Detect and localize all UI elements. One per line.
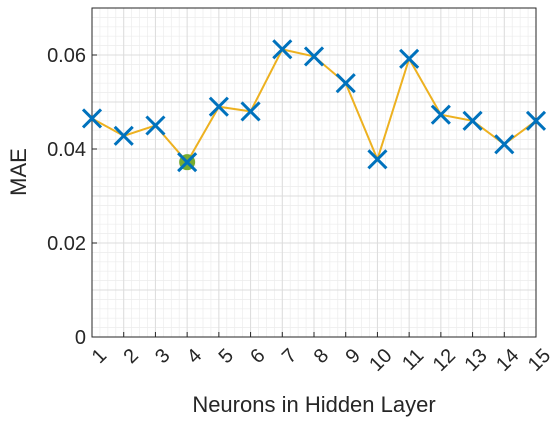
x-tick-label: 5 <box>215 345 238 368</box>
point-marker-stroke <box>208 96 229 117</box>
x-tick-label: 2 <box>119 345 142 368</box>
point-marker-stroke <box>462 110 483 131</box>
y-tick-labels: 0 0.02 0.04 0.06 <box>47 45 97 349</box>
x-tick-label: 8 <box>310 345 333 368</box>
point-marker-stroke <box>145 115 166 136</box>
x-axis-title: Neurons in Hidden Layer <box>192 392 435 417</box>
point-marker-stroke <box>399 48 420 69</box>
series-layer <box>81 39 547 173</box>
data-point <box>303 46 325 67</box>
data-point <box>367 149 388 170</box>
data-point <box>399 48 420 69</box>
data-point <box>335 73 356 94</box>
point-marker-stroke <box>494 134 515 155</box>
point-marker-stroke <box>525 110 547 131</box>
point-marker-stroke <box>367 149 388 170</box>
x-tick-label: 6 <box>246 345 269 368</box>
point-marker-stroke <box>177 152 198 173</box>
x-tick-label: 13 <box>460 345 491 376</box>
data-point <box>462 110 483 131</box>
data-point <box>525 110 547 131</box>
x-tick-label: 11 <box>398 345 428 375</box>
data-point <box>494 134 515 155</box>
point-marker-stroke <box>81 108 103 129</box>
data-point <box>145 115 166 136</box>
data-point <box>177 152 198 173</box>
y-tick-label: 0.04 <box>47 139 86 161</box>
point-marker-stroke <box>303 46 325 67</box>
data-point <box>240 101 261 122</box>
data-point <box>272 39 293 60</box>
point-marker-stroke <box>240 101 261 122</box>
x-tick-label: 15 <box>524 345 550 376</box>
x-tick-label: 1 <box>88 345 111 368</box>
x-tick-label: 3 <box>151 345 174 368</box>
data-point <box>430 104 451 125</box>
x-tick-labels: 1 2 3 4 5 6 7 8 9 10 11 12 13 14 15 <box>88 332 550 376</box>
data-point <box>81 108 103 129</box>
x-tick-label: 9 <box>341 345 364 368</box>
point-marker-stroke <box>113 125 134 146</box>
data-point <box>113 125 134 146</box>
point-marker-stroke <box>272 39 293 60</box>
point-marker-stroke <box>430 104 451 125</box>
x-tick-label: 12 <box>429 345 460 376</box>
x-tick-label: 4 <box>183 345 206 368</box>
y-tick-label: 0.02 <box>47 233 86 255</box>
y-axis-title: MAE <box>6 148 31 196</box>
y-tick-label: 0.06 <box>47 45 86 67</box>
x-tick-label: 7 <box>278 345 301 368</box>
data-point <box>208 96 229 117</box>
x-tick-label: 14 <box>492 345 523 376</box>
x-tick-label: 10 <box>365 345 396 376</box>
y-tick-label: 0 <box>75 327 86 349</box>
point-marker-stroke <box>335 73 356 94</box>
